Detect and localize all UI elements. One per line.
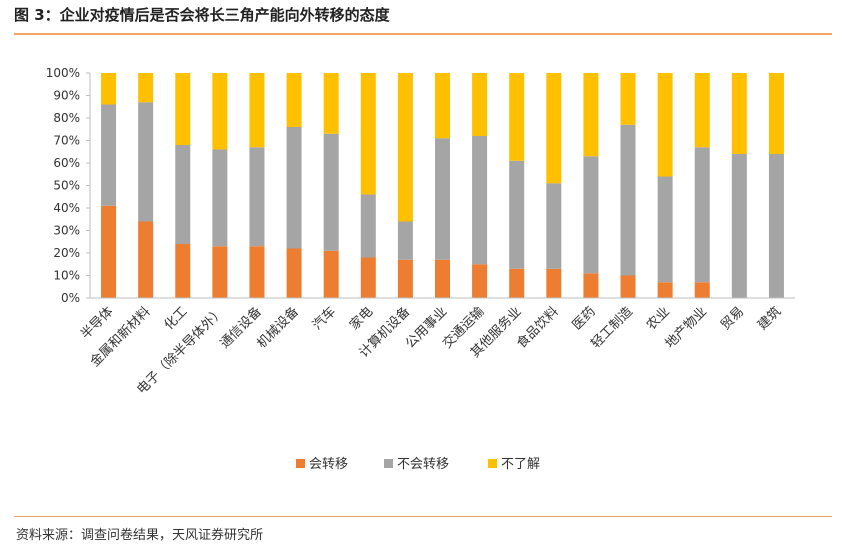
y-tick-label: 30% — [53, 224, 80, 238]
bar-segment — [175, 145, 191, 244]
bar-segment — [397, 73, 413, 222]
bar-segment — [509, 268, 525, 298]
bar-segment — [249, 73, 265, 148]
source-note: 资料来源：调查问卷结果，天风证券研究所 — [16, 528, 264, 543]
bar-segment — [249, 147, 265, 247]
bar-segment — [620, 124, 636, 276]
y-tick-label: 10% — [53, 269, 80, 283]
x-tick-label: 建筑 — [755, 304, 785, 334]
bar-segment — [286, 73, 302, 127]
legend-swatch — [488, 459, 497, 468]
bar-segment — [472, 73, 488, 136]
bar-segment — [175, 244, 191, 298]
bar-segment — [768, 73, 784, 154]
x-tick-label: 医药 — [570, 304, 599, 333]
bar-segment — [138, 221, 154, 298]
bar-segment — [472, 264, 488, 298]
bar-segment — [509, 160, 525, 269]
bar-segment — [397, 221, 413, 260]
y-tick-label: 0% — [61, 291, 80, 305]
bar-segment — [731, 73, 747, 154]
x-tick-label: 贸易 — [718, 304, 747, 333]
bar-segment — [435, 73, 450, 139]
x-tick-label: 地产物业 — [663, 304, 710, 351]
x-tick-label: 汽车 — [309, 304, 339, 334]
legend-swatch — [296, 459, 305, 468]
bar-segment — [657, 282, 673, 298]
bar-segment — [694, 147, 710, 283]
y-tick-label: 60% — [53, 156, 80, 170]
bar-segment — [694, 73, 710, 148]
bar-segment — [212, 246, 228, 298]
bar-segment — [509, 73, 525, 161]
bar-segment — [472, 136, 488, 265]
x-tick-label: 家电 — [346, 304, 376, 334]
figure-title: 图 3：企业对疫情后是否会将长三角产能向外转移的态度 — [14, 6, 390, 24]
bar-segment — [397, 259, 413, 298]
bar-segment — [249, 246, 265, 298]
x-tick-label: 农业 — [644, 304, 673, 333]
bar-segment — [435, 138, 450, 260]
y-tick-label: 70% — [53, 134, 80, 148]
bar-segment — [175, 73, 191, 145]
bar-segment — [657, 176, 673, 283]
bar-segment — [323, 133, 339, 251]
bar-segment — [286, 248, 302, 298]
bar-segment — [546, 268, 562, 298]
bar-segment — [323, 73, 339, 134]
bar-segment — [360, 194, 376, 258]
y-axis: 0% 10% 20% 30% 40% 50% 60% 70% 80% 90% 100% — [46, 66, 91, 305]
bar-segment — [546, 183, 562, 269]
bar-segment — [286, 127, 302, 249]
bar-segment — [435, 259, 450, 298]
y-tick-label: 40% — [53, 201, 80, 215]
y-tick-label: 80% — [53, 111, 80, 125]
x-tick-label: 食品饮料 — [514, 304, 562, 352]
bar-segment — [694, 282, 710, 298]
bar-segment — [583, 73, 599, 157]
bar-segment — [101, 205, 117, 298]
bar-segment — [138, 102, 154, 222]
bar-segment — [138, 73, 154, 103]
bar-segment — [101, 73, 117, 105]
bar-segment — [323, 250, 339, 298]
x-tick-label: 轻工制造 — [588, 304, 635, 351]
y-tick-label: 20% — [53, 246, 80, 260]
y-tick-label: 100% — [46, 66, 80, 80]
bar-segment — [546, 73, 562, 184]
bar-segment — [360, 257, 376, 298]
bar-segment — [360, 73, 376, 195]
footer-divider — [14, 516, 832, 517]
legend-label: 不会转移 — [397, 457, 449, 472]
title-divider — [14, 33, 832, 35]
bar-segment — [620, 275, 636, 298]
legend-label: 不了解 — [501, 457, 540, 472]
bar-segment — [620, 73, 636, 125]
bar-segment — [657, 73, 673, 177]
bar-segment — [768, 154, 784, 298]
bar-segment — [101, 104, 117, 206]
y-tick-label: 50% — [53, 179, 80, 193]
bar-series — [101, 73, 784, 298]
x-tick-label: 化工 — [162, 304, 191, 333]
bar-segment — [212, 73, 228, 150]
bar-segment — [212, 149, 228, 247]
bar-segment — [583, 273, 599, 298]
legend-swatch — [384, 459, 393, 468]
bar-segment — [731, 154, 747, 298]
bar-segment — [583, 156, 599, 274]
y-tick-label: 90% — [53, 89, 80, 103]
chart-legend: 会转移 不会转移 不了解 — [296, 457, 540, 472]
x-tick-label: 机械设备 — [254, 304, 302, 352]
stacked-bar-chart: 0% 10% 20% 30% 40% 50% 60% 70% 80% 90% 100% 半导体金属和… — [46, 66, 795, 472]
legend-label: 会转移 — [309, 457, 348, 472]
